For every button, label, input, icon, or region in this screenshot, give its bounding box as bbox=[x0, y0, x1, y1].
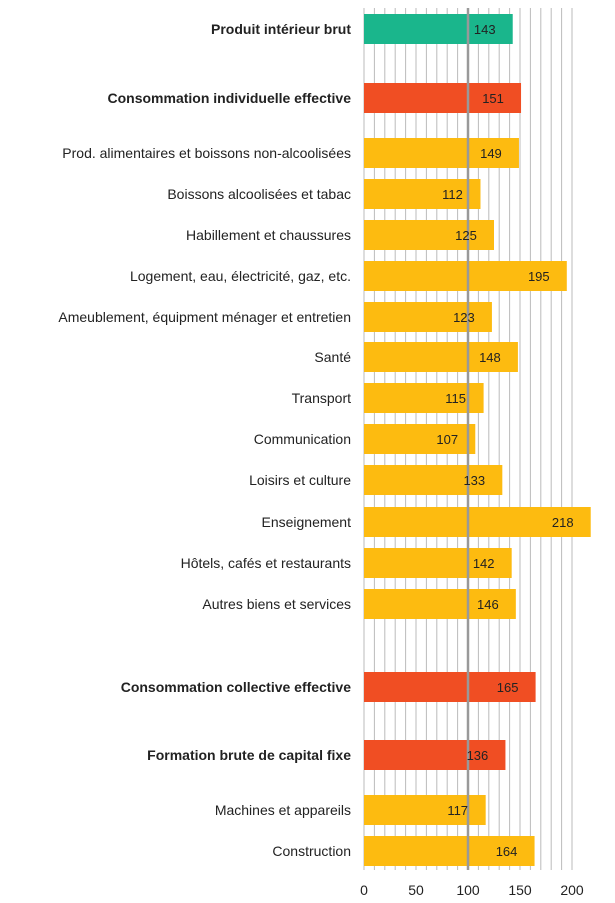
bar bbox=[364, 179, 481, 209]
category-label: Habillement et chaussures bbox=[186, 227, 351, 243]
bar bbox=[364, 507, 591, 537]
value-label: 136 bbox=[467, 748, 489, 763]
value-label: 146 bbox=[477, 597, 499, 612]
category-label: Boissons alcoolisées et tabac bbox=[167, 186, 351, 202]
bar bbox=[364, 14, 513, 44]
x-tick-label: 200 bbox=[560, 882, 584, 898]
category-label: Prod. alimentaires et boissons non-alcoo… bbox=[62, 145, 351, 161]
bar bbox=[364, 465, 503, 495]
value-label: 148 bbox=[479, 350, 501, 365]
category-label: Autres biens et services bbox=[202, 596, 351, 612]
bars-group bbox=[364, 14, 591, 866]
x-axis-ticks-group: 0 50 100 150 200 bbox=[360, 882, 584, 898]
bar bbox=[364, 795, 486, 825]
x-tick-label: 50 bbox=[408, 882, 424, 898]
value-label: 149 bbox=[480, 146, 502, 161]
category-label: Hôtels, cafés et restaurants bbox=[181, 555, 351, 571]
category-label: Santé bbox=[314, 349, 351, 365]
bar bbox=[364, 548, 512, 578]
x-tick-label: 150 bbox=[508, 882, 532, 898]
category-label: Communication bbox=[254, 431, 351, 447]
x-tick-label: 0 bbox=[360, 882, 368, 898]
value-labels-group: 143 151 149 112 125 195 123 148 115 107 133 218 142 1… bbox=[436, 22, 573, 859]
bar bbox=[364, 740, 506, 770]
bar bbox=[364, 302, 492, 332]
value-label: 133 bbox=[463, 473, 485, 488]
bar bbox=[364, 589, 516, 619]
value-label: 165 bbox=[497, 680, 519, 695]
category-label: Consommation collective effective bbox=[121, 679, 352, 695]
category-label: Construction bbox=[272, 843, 351, 859]
category-label: Enseignement bbox=[261, 514, 351, 530]
category-label: Loisirs et culture bbox=[249, 472, 351, 488]
category-label: Produit intérieur brut bbox=[211, 21, 351, 37]
bar bbox=[364, 383, 484, 413]
category-label: Formation brute de capital fixe bbox=[147, 747, 351, 763]
value-label: 123 bbox=[453, 310, 475, 325]
bar bbox=[364, 424, 476, 454]
bar bbox=[364, 220, 494, 250]
value-label: 164 bbox=[496, 844, 518, 859]
category-label: Consommation individuelle effective bbox=[108, 90, 352, 106]
value-label: 195 bbox=[528, 269, 550, 284]
category-label: Machines et appareils bbox=[215, 802, 351, 818]
bar bbox=[364, 261, 567, 291]
bar bbox=[364, 672, 536, 702]
bar bbox=[364, 83, 522, 113]
value-label: 142 bbox=[473, 556, 495, 571]
category-label: Ameublement, équipment ménager et entret… bbox=[58, 309, 351, 325]
value-label: 125 bbox=[455, 228, 477, 243]
value-label: 112 bbox=[442, 187, 463, 202]
value-label: 143 bbox=[474, 22, 496, 37]
bar bbox=[364, 342, 518, 372]
value-label: 218 bbox=[552, 515, 574, 530]
category-labels-group: Produit intérieur brut Consommation indiv… bbox=[58, 21, 351, 859]
bar bbox=[364, 836, 535, 866]
value-label: 107 bbox=[436, 432, 458, 447]
value-label: 115 bbox=[445, 391, 466, 406]
value-label: 151 bbox=[482, 91, 504, 106]
value-label: 117 bbox=[447, 803, 468, 818]
category-label: Logement, eau, électricité, gaz, etc. bbox=[130, 268, 351, 284]
bar bbox=[364, 138, 519, 168]
category-label: Transport bbox=[292, 390, 352, 406]
x-tick-label: 100 bbox=[456, 882, 480, 898]
